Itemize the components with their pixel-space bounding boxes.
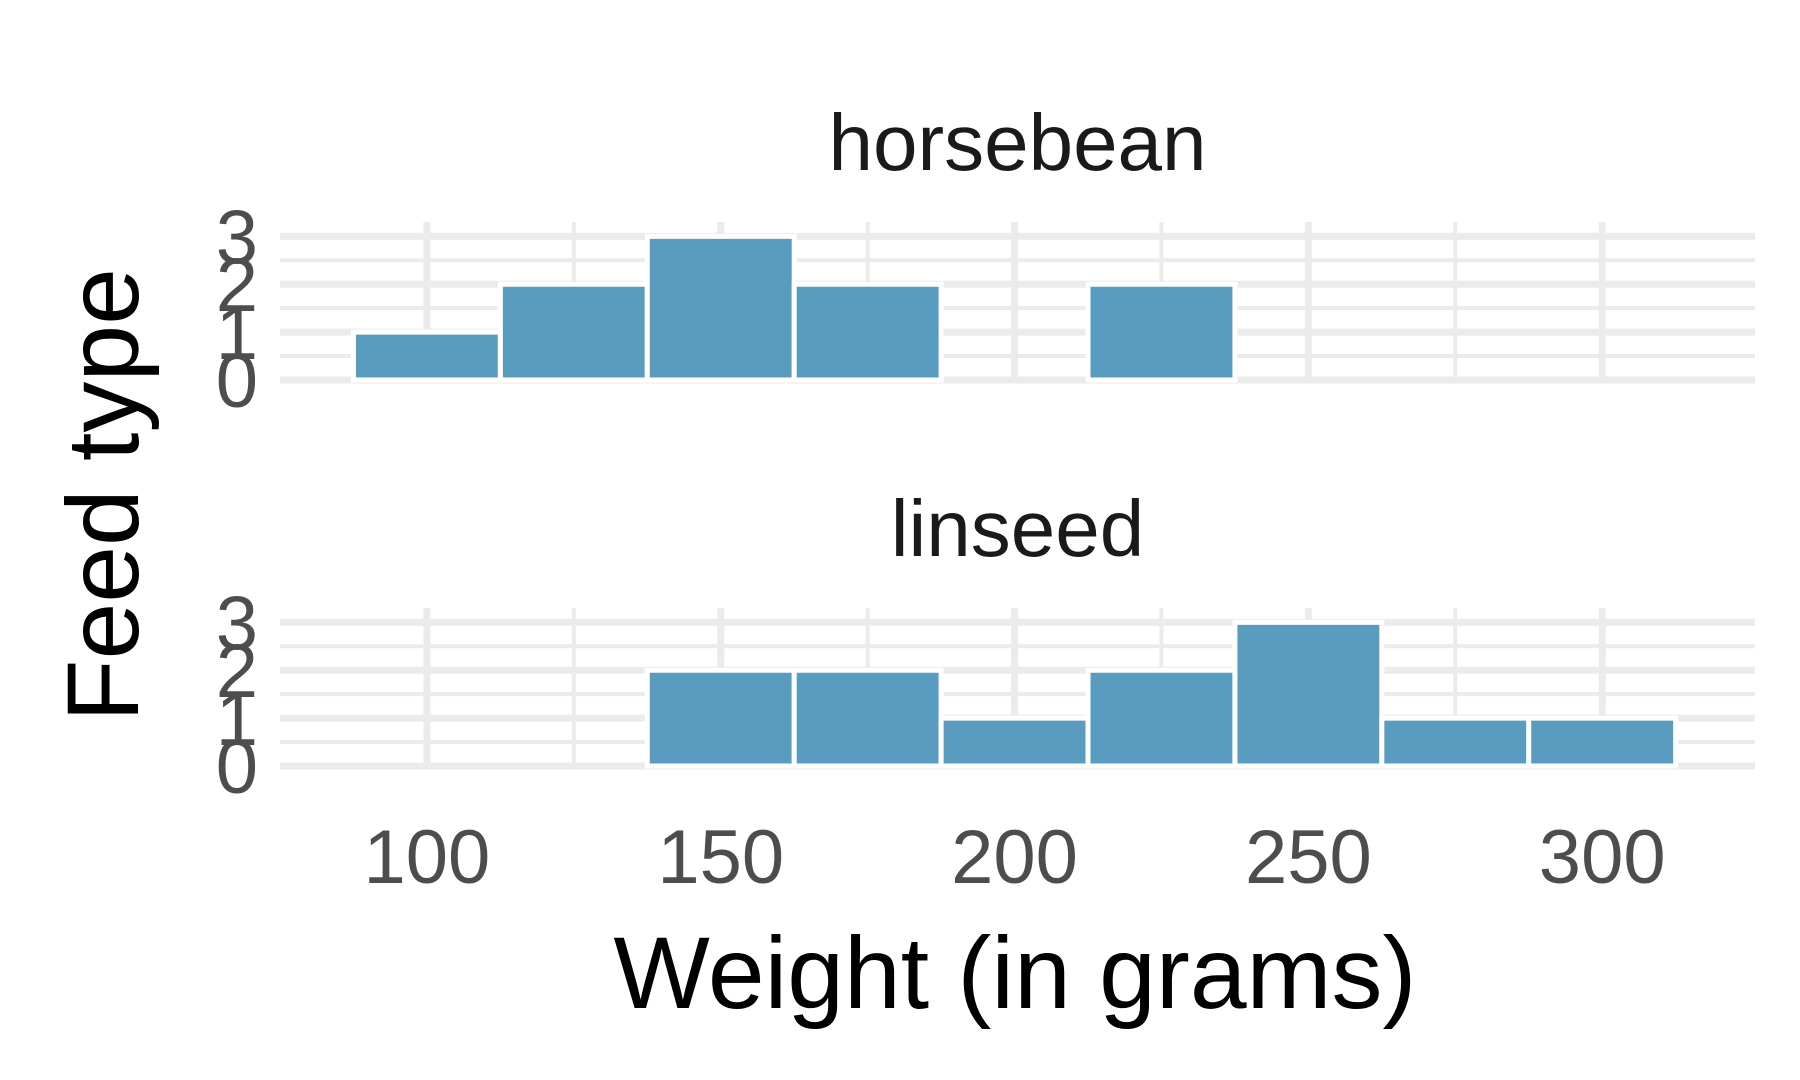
histogram-bar-horsebean-225 <box>1085 281 1238 383</box>
histogram-bar-linseed-175 <box>791 667 944 769</box>
y-tick-label: 1 <box>216 291 258 376</box>
x-tick-label: 200 <box>951 815 1078 900</box>
x-tick-label: 250 <box>1245 815 1372 900</box>
facet-strip-title: linseed <box>891 484 1145 573</box>
facet-strip-title: horsebean <box>828 98 1206 187</box>
x-axis: 100 150 200 250 300 <box>364 815 1666 900</box>
y-tick-label: 3 <box>216 581 258 666</box>
y-axis-title: Feed type <box>46 268 160 722</box>
histogram-bar-linseed-275 <box>1379 715 1532 769</box>
y-tick-label: 0 <box>216 339 258 424</box>
x-tick-label: 100 <box>364 815 491 900</box>
x-tick-label: 300 <box>1539 815 1666 900</box>
histogram-bar-linseed-200 <box>938 715 1091 769</box>
histogram-bar-linseed-250 <box>1232 619 1385 769</box>
y-tick-label: 1 <box>216 677 258 762</box>
histogram-bar-horsebean-125 <box>497 281 650 383</box>
y-tick-label: 2 <box>216 629 258 714</box>
histogram-bar-horsebean-150 <box>644 233 797 383</box>
histogram-bar-horsebean-175 <box>791 281 944 383</box>
y-tick-label: 3 <box>216 195 258 280</box>
histogram-bar-linseed-225 <box>1085 667 1238 769</box>
y-tick-label: 2 <box>216 243 258 328</box>
y-tick-label: 0 <box>216 725 258 810</box>
histogram-bar-linseed-150 <box>644 667 797 769</box>
x-tick-label: 150 <box>657 815 784 900</box>
histogram-bar-linseed-300 <box>1526 715 1679 769</box>
x-axis-title: Weight (in grams) <box>613 916 1416 1030</box>
histogram-bar-horsebean-100 <box>350 329 503 383</box>
